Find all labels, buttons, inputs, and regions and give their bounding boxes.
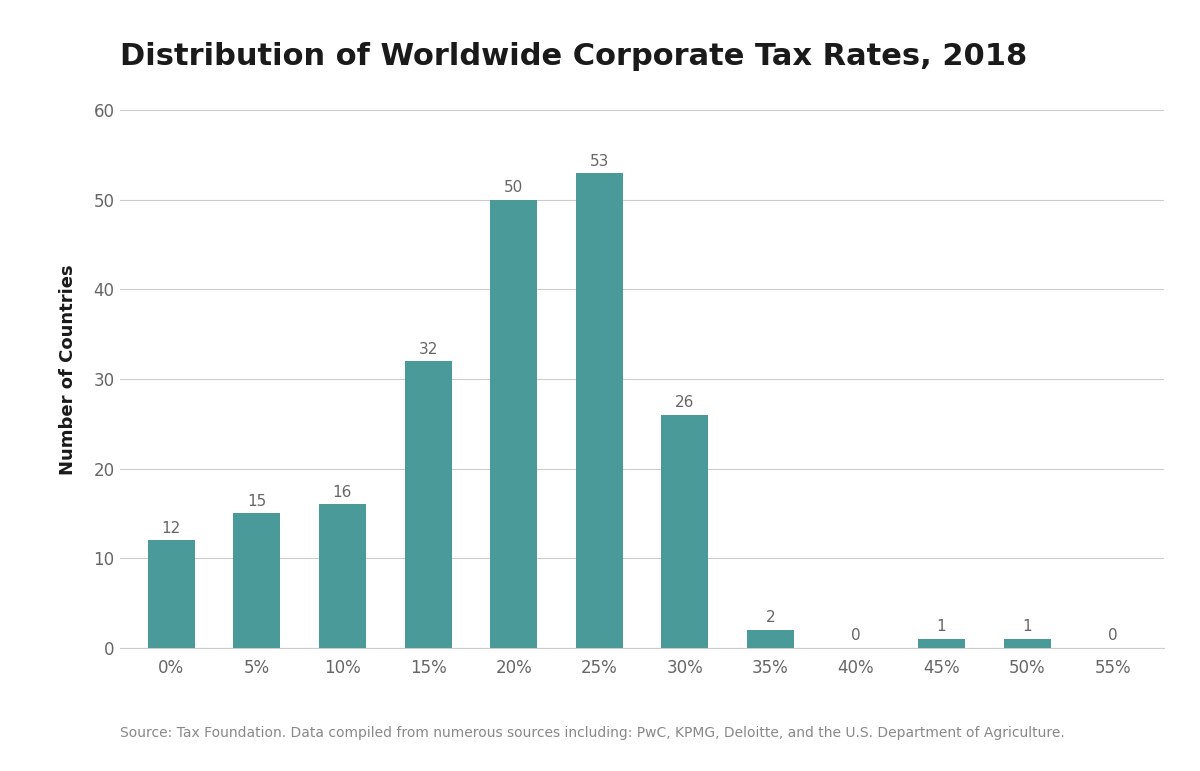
Text: 50: 50 [504,180,523,196]
Text: 2: 2 [766,611,775,625]
Text: 1: 1 [937,619,947,635]
Text: Distribution of Worldwide Corporate Tax Rates, 2018: Distribution of Worldwide Corporate Tax … [120,42,1027,71]
Bar [404,361,451,648]
Bar [148,540,194,648]
Y-axis label: Number of Countries: Number of Countries [59,264,77,476]
Text: 53: 53 [589,153,608,169]
Text: 32: 32 [419,342,438,357]
Bar [746,630,794,648]
Text: 16: 16 [332,485,352,500]
Text: 12: 12 [162,520,181,536]
Bar [918,638,965,648]
Bar [319,504,366,648]
Text: 0: 0 [1108,628,1117,643]
Bar [576,173,623,648]
Text: 0: 0 [851,628,860,643]
Bar [1003,638,1051,648]
Text: 1: 1 [1022,619,1032,635]
Text: 26: 26 [676,396,695,410]
Bar [490,200,538,648]
Text: 15: 15 [247,494,266,509]
Bar [661,415,708,648]
Text: Source: Tax Foundation. Data compiled from numerous sources including: PwC, KPMG: Source: Tax Foundation. Data compiled fr… [120,726,1064,740]
Bar [233,513,281,648]
